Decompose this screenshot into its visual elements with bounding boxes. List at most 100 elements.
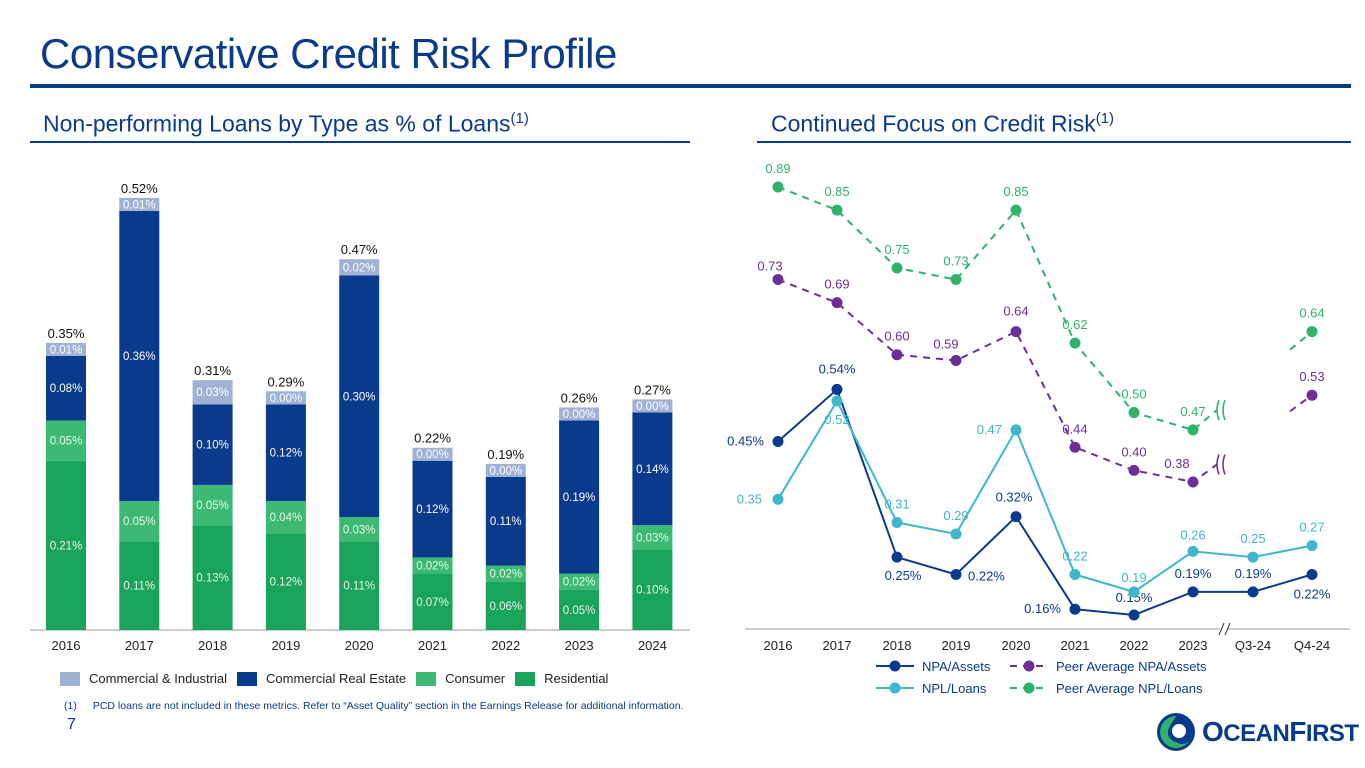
series-data-label: 0.62 [1062,317,1087,332]
series-data-label: 0.52 [824,412,849,427]
series-line-npa-assets [777,387,1313,617]
bar-x-tick-label: 2020 [345,638,374,653]
series-break-symbol [1216,399,1226,421]
series-point-npl-loans [1247,551,1259,563]
series-data-label: 0.22% [1294,587,1331,602]
bar-segment-commercial-industrial [339,259,380,276]
bar-segment-consumer [559,573,600,590]
series-point-peer-average-npa-assets [891,349,903,361]
bar-segment-residential [632,549,673,630]
legend-swatch [416,671,437,686]
page-number: 7 [67,716,76,733]
legend-item-consumer: Consumer [416,671,505,686]
series-point-npa-assets [772,435,784,447]
bar-x-tick-label: 2022 [491,638,520,653]
bar-x-tick-label: 2019 [271,638,300,653]
series-point-peer-average-npa-assets [1128,464,1140,476]
series-data-label: 0.54% [819,361,856,376]
series-point-peer-average-npl-loans [1187,424,1199,436]
bar-segment-consumer [632,525,673,550]
bar-segment-residential [485,581,526,630]
series-point-npl-loans [772,493,784,505]
series-point-peer-average-npl-loans [1128,407,1140,419]
bar-segment-label: 0.04% [270,512,303,524]
series-point-peer-average-npl-loans [1306,326,1318,338]
bar-segment-label: 0.10% [196,440,229,452]
series-point-npa-assets [1247,586,1259,598]
bar-segment-label: 0.05% [563,605,596,617]
bar-segment-consumer [119,501,160,542]
bar-segment-commercial-real-estate [339,275,380,518]
bar-segment-commercial-industrial [485,463,526,477]
series-data-label: 0.22 [1062,549,1087,564]
bar-segment-residential [46,460,86,630]
series-data-label: 0.85 [824,184,849,199]
line-x-tick-label: Q3-24 [1235,638,1271,653]
series-data-label: 0.73 [943,254,968,269]
bar-segment-label: 0.03% [196,387,229,399]
bar-segment-label: 0.11% [490,516,522,528]
series-point-npl-loans [891,516,903,528]
axis-break-mark [1224,622,1231,636]
series-line-npl-loans [777,398,1313,593]
bar-segment-commercial-industrial [192,380,233,405]
bar-segment-residential [559,589,600,630]
series-data-label: 0.47 [977,422,1002,437]
series-data-label: 0.25 [1240,531,1265,546]
series-data-label: 0.38 [1164,456,1189,471]
series-point-npl-loans [950,528,962,540]
line-x-tick-label: 2021 [1061,638,1090,653]
footnote-text: PCD loans are not included in these metr… [92,700,684,712]
series-point-peer-average-npl-loans [1069,337,1081,349]
bar-segment-residential [192,525,233,630]
bar-segment-label: 0.07% [416,597,449,609]
bar-segment-commercial-industrial [46,342,86,356]
legend-label-peer-average-npa-assets: Peer Average NPA/Assets [1056,659,1207,674]
oceanfirst-logo: OCEANFIRST [1156,712,1359,752]
series-line-peer-average-npl-loans [777,186,1313,432]
bar-segment-label: 0.01% [123,199,156,211]
series-point-peer-average-npa-assets [950,355,962,367]
legend-label: Residential [544,671,609,686]
legend-label-npl-loans: NPL/Loans [922,681,987,696]
series-data-label: 0.85 [1003,184,1028,199]
series-point-peer-average-npl-loans [1010,204,1022,216]
left-panel-title: Non-performing Loans by Type as % of Loa… [43,110,529,138]
bar-segment-label: 0.01% [50,344,83,356]
series-data-label: 0.53 [1299,369,1324,384]
bar-segment-residential [119,541,160,630]
series-data-label: 0.19 [1121,570,1146,585]
series-line-peer-average-npa-assets [777,278,1313,484]
bar-total-label: 0.47% [341,242,378,257]
bar-total-label: 0.35% [48,326,85,341]
line-x-tick-label: 2020 [1002,638,1031,653]
series-point-peer-average-npa-assets [1010,326,1022,338]
line-x-tick-label: 2022 [1120,638,1149,653]
series-data-label: 0.60 [884,329,909,344]
bar-segment-label: 0.00% [270,393,303,405]
bar-segment-label: 0.06% [489,601,522,613]
series-data-label: 0.59 [933,337,958,352]
series-point-npa-assets [1128,609,1140,621]
right-panel-title-text: Continued Focus on Credit Risk [771,110,1096,137]
right-panel-title-sup: (1) [1095,110,1115,127]
bar-segment-label: 0.14% [636,464,669,476]
series-data-label: 0.25% [885,568,922,583]
series-data-label: 0.69 [824,277,849,292]
bar-segment-residential [412,573,453,630]
legend-swatch [515,671,536,686]
series-point-npa-assets [1306,569,1318,581]
series-point-npl-loans [1306,540,1318,552]
legend-marker-npl-loans [889,682,901,694]
bar-total-label: 0.19% [487,447,524,462]
right-panel-title: Continued Focus on Credit Risk(1) [771,110,1114,138]
bar-segment-consumer [265,501,306,534]
bar-segment-label: 0.05% [123,516,156,528]
bar-segment-consumer [485,565,526,582]
bar-segment-label: 0.02% [489,569,522,581]
bar-total-label: 0.27% [634,382,671,397]
bar-segment-commercial-real-estate [119,210,160,502]
bar-segment-label: 0.19% [563,492,596,504]
series-data-label: 0.15% [1116,590,1153,605]
